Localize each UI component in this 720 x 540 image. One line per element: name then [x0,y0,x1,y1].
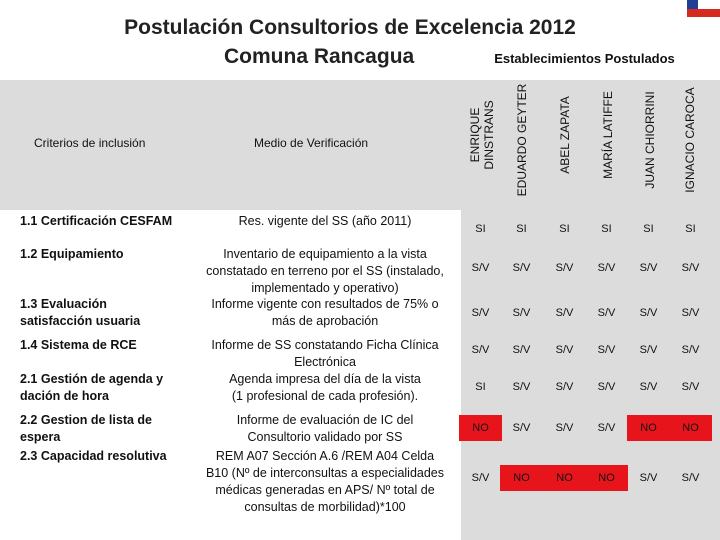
value-cell-r2-c1: S/V [471,262,490,274]
criterio-2-2: 2.2 Gestion de lista de espera [20,413,152,444]
value-cell-r6-c1: NO [459,415,502,441]
criterio-1-4: 1.4 Sistema de RCE [20,338,137,352]
medio-2-3: REM A07 Sección A.6 /REM A04 Celda B10 (N… [205,449,445,514]
value-cell-r2-c3: S/V [555,262,574,274]
value-cell-r2-c2: S/V [512,262,531,274]
value-cell-r6-c2: S/V [512,422,531,434]
value-cell-r1-c6: SI [685,223,696,235]
column-header-establishment-3: ABEL ZAPATA [558,96,572,174]
table-header-band [0,80,720,210]
column-header-establishment-5: JUAN CHIORRINI [643,91,657,189]
value-cell-r7-c2: NO [500,465,543,491]
criterio-2-1: 2.1 Gestión de agenda y dación de hora [20,372,164,403]
value-cell-r5-c6: S/V [681,381,700,393]
value-cell-r7-c6: S/V [681,472,700,484]
medio-1-1: Res. vigente del SS (año 2011) [238,214,412,228]
medio-1-4: Informe de SS constatando Ficha Clínica E… [211,338,439,369]
page-title: Postulación Consultorios de Excelencia 2… [124,16,576,39]
value-cell-r7-c3: NO [543,465,586,491]
medio-2-1: Agenda impresa del día de la vista (1 pro… [229,372,421,403]
value-cell-r2-c5: S/V [639,262,658,274]
value-cell-r3-c6: S/V [681,307,700,319]
value-cell-r2-c4: S/V [597,262,616,274]
column-header-establishment-2: EDUARDO GEYTER [515,83,529,197]
chile-flag-logo [687,0,720,17]
value-cell-r3-c1: S/V [471,307,490,319]
value-cell-r5-c5: S/V [639,381,658,393]
medio-1-2: Inventario de equipamiento a la vista con… [206,247,444,295]
page-subtitle: Comuna Rancagua [224,45,415,68]
value-cell-r5-c3: S/V [555,381,574,393]
value-cell-r1-c1: SI [475,223,486,235]
value-cell-r4-c6: S/V [681,344,700,356]
value-cell-r3-c3: S/V [555,307,574,319]
column-header-establishment-6: IGNACIO CAROCA [683,87,697,193]
value-cell-r6-c5: NO [627,415,670,441]
value-cell-r1-c3: SI [559,223,570,235]
value-cell-r3-c4: S/V [597,307,616,319]
value-cell-r7-c4: NO [585,465,628,491]
value-cell-r4-c2: S/V [512,344,531,356]
criterio-1-2: 1.2 Equipamiento [20,247,124,261]
value-cell-r1-c4: SI [601,223,612,235]
value-cell-r6-c3: S/V [555,422,574,434]
value-cell-r7-c1: S/V [471,472,490,484]
establishments-group-header: Establecimientos Postulados [457,47,712,71]
column-header-establishment-1: ENRIQUE DINSTRANS [468,100,496,170]
value-cell-r6-c6: NO [669,415,712,441]
value-cell-r5-c2: S/V [512,381,531,393]
value-cell-r4-c4: S/V [597,344,616,356]
value-cell-r2-c6: S/V [681,262,700,274]
value-cell-r5-c1: SI [475,381,486,393]
medio-2-2: Informe de evaluación de IC del Consultor… [236,413,414,444]
column-header-medio: Medio de Verificación [254,136,369,150]
value-cell-r1-c5: SI [643,223,654,235]
criterio-1-1: 1.1 Certificación CESFAM [20,214,173,228]
column-header-establishment-4: MARÍA LATIFFE [601,91,615,179]
value-cell-r4-c5: S/V [639,344,658,356]
value-cell-r5-c4: S/V [597,381,616,393]
value-cell-r3-c2: S/V [512,307,531,319]
value-cell-r7-c5: S/V [639,472,658,484]
criterio-2-3: 2.3 Capacidad resolutiva [20,449,167,463]
value-cell-r3-c5: S/V [639,307,658,319]
value-cell-r6-c4: S/V [597,422,616,434]
column-header-criterios: Criterios de inclusión [34,136,146,150]
value-cell-r1-c2: SI [516,223,527,235]
value-cell-r4-c1: S/V [471,344,490,356]
criterio-1-3: 1.3 Evaluación satisfacción usuaria [20,297,141,328]
value-cell-r4-c3: S/V [555,344,574,356]
